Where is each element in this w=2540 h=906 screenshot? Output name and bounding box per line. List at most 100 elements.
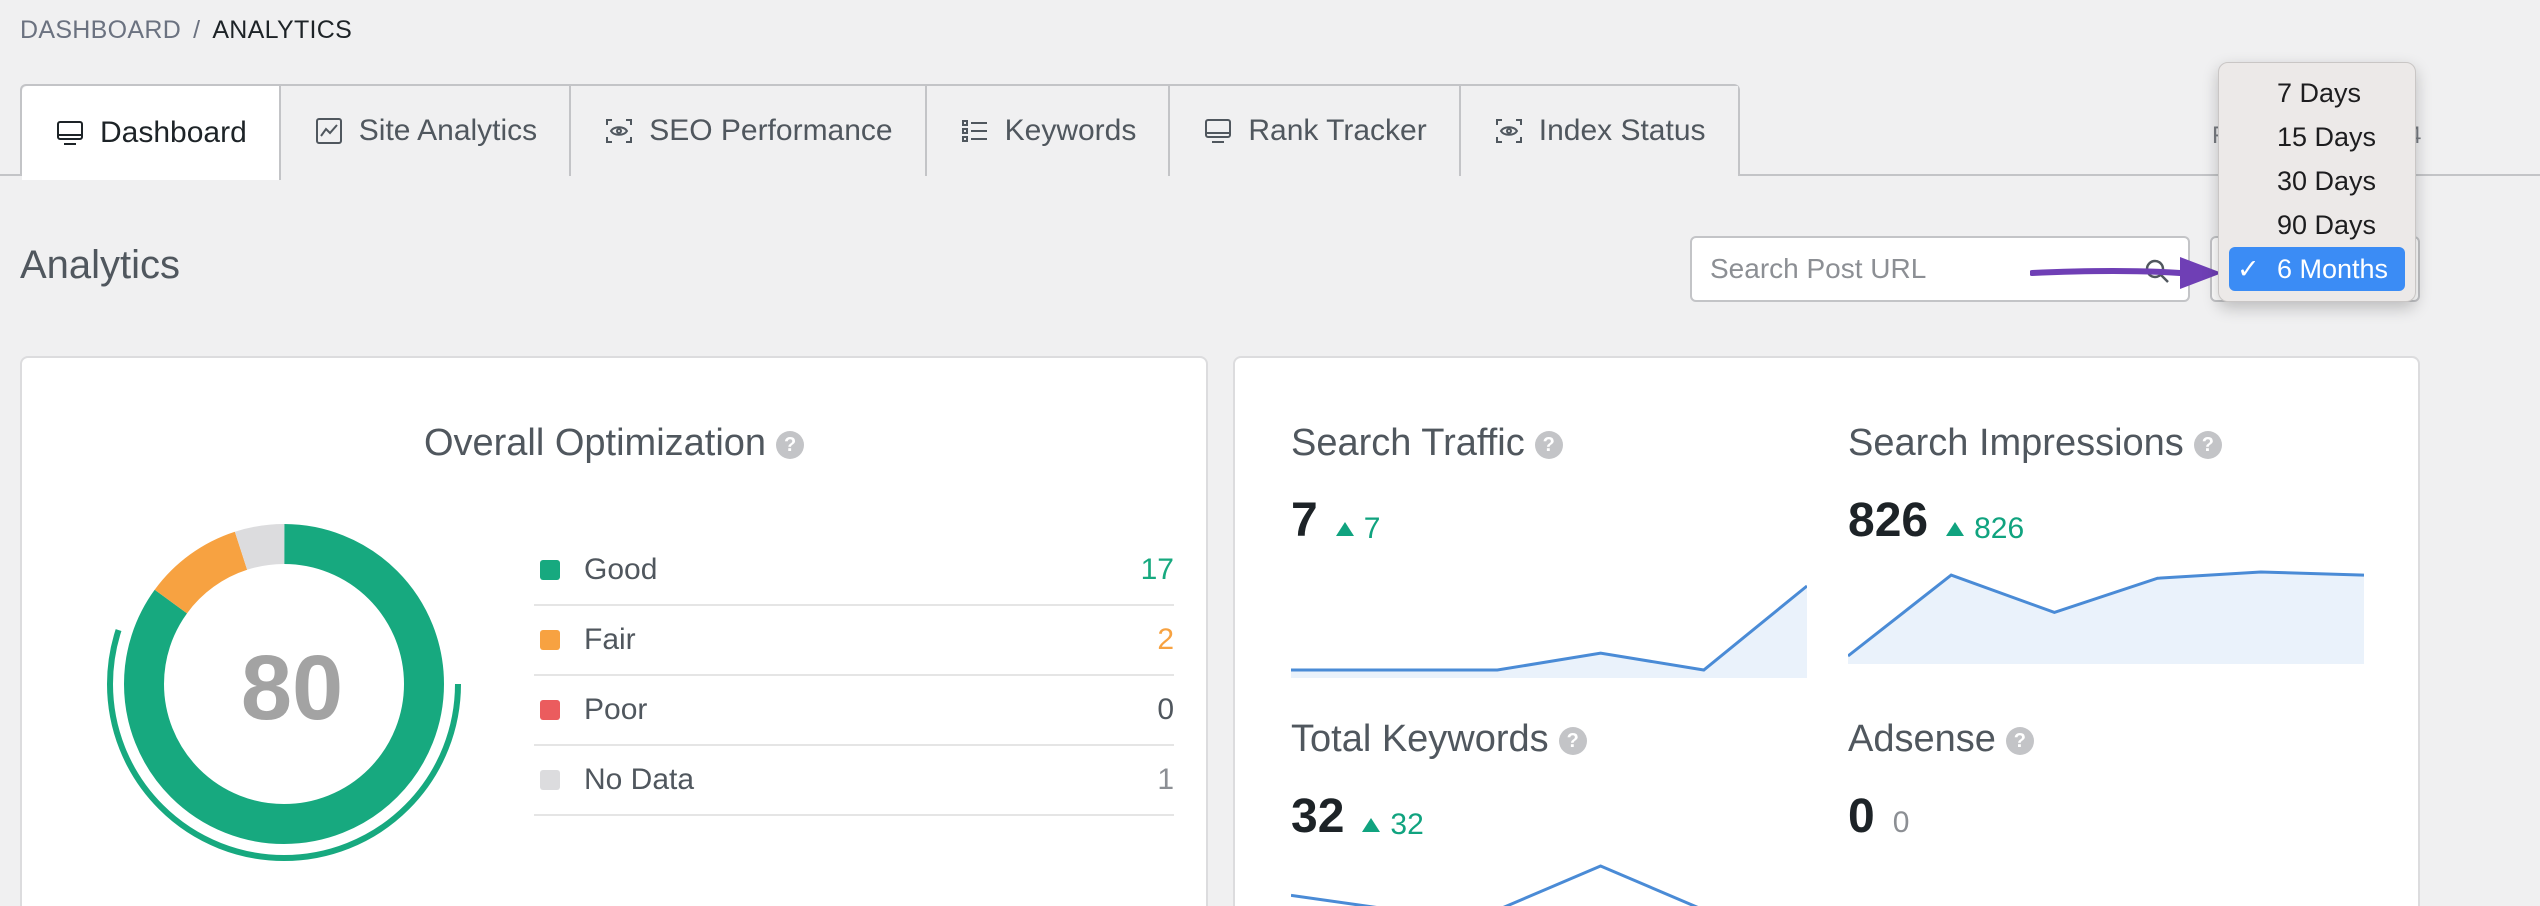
legend-count: 2 xyxy=(1157,623,1174,656)
metric-value: 0 xyxy=(1848,790,1875,843)
breadcrumb: DASHBOARD / ANALYTICS xyxy=(20,16,352,45)
metric-delta: 0 xyxy=(1892,806,1910,839)
tab-seo-performance[interactable]: SEO Performance xyxy=(571,86,927,176)
metric-title: Search Impressions? xyxy=(1848,422,2222,465)
sparkline-area xyxy=(1291,586,1807,678)
delta-value: 7 xyxy=(1363,512,1381,545)
pointer-arrow xyxy=(2030,257,2222,289)
legend-label: No Data xyxy=(584,763,695,796)
tab-rank-tracker[interactable]: Rank Tracker xyxy=(1170,86,1461,176)
tab-keywords[interactable]: Keywords xyxy=(926,86,1171,176)
legend-swatch xyxy=(540,560,560,580)
legend-row-good[interactable]: Good 17 xyxy=(534,536,1174,606)
overall-optimization-heading: Overall Optimization? xyxy=(22,422,1206,465)
metric-delta: 7 xyxy=(1335,512,1381,546)
monitor-icon xyxy=(1205,119,1232,143)
checkmark-icon: ✓ xyxy=(2237,254,2260,284)
eye-scan-icon xyxy=(606,119,633,143)
donut-segment-good xyxy=(124,524,444,844)
monitor-icon xyxy=(57,121,83,145)
help-icon[interactable]: ? xyxy=(2005,726,2034,755)
tab-label: Rank Tracker xyxy=(1248,114,1427,147)
option-label: 30 Days xyxy=(2277,166,2377,196)
metric-total-keywords: Total Keywords? 32 32 xyxy=(1291,718,1587,844)
optimization-donut-chart xyxy=(107,507,461,861)
optimization-legend: Good 17 Fair 2 Poor 0 No Data 1 xyxy=(534,536,1174,816)
legend-swatch xyxy=(540,770,560,790)
breadcrumb-dashboard-link[interactable]: DASHBOARD xyxy=(20,16,182,44)
metric-title-text: Search Impressions xyxy=(1848,422,2184,464)
legend-count: 1 xyxy=(1157,763,1174,796)
range-option-7-days[interactable]: 7 Days xyxy=(2229,71,2405,115)
help-icon[interactable]: ? xyxy=(1534,430,1563,459)
donut-segment-no-data xyxy=(124,524,444,844)
tab-label: Index Status xyxy=(1538,114,1706,147)
legend-label: Good xyxy=(584,553,658,586)
metric-value-row: 7 7 xyxy=(1291,493,1563,548)
tab-label: Site Analytics xyxy=(358,114,538,147)
metric-title-text: Total Keywords xyxy=(1291,718,1549,760)
legend-swatch xyxy=(540,630,560,650)
metric-value: 32 xyxy=(1291,790,1345,843)
legend-count: 0 xyxy=(1157,693,1174,726)
metric-title-text: Adsense xyxy=(1848,718,1996,760)
score-outer-ring xyxy=(107,507,461,861)
trend-up-icon xyxy=(1335,522,1354,536)
help-icon[interactable]: ? xyxy=(2193,430,2222,459)
search-impressions-sparkline xyxy=(1848,570,2364,664)
date-range-dropdown-menu: 7 Days 15 Days 30 Days 90 Days ✓ 6 Months xyxy=(2218,62,2416,302)
search-metrics-card: Search Traffic? 7 7 Search Impressions? … xyxy=(1233,356,2420,906)
search-traffic-sparkline xyxy=(1291,584,1807,678)
metric-value-row: 32 32 xyxy=(1291,789,1587,844)
option-label: 90 Days xyxy=(2277,210,2377,240)
delta-value: 826 xyxy=(1974,512,2025,545)
tab-label: Dashboard xyxy=(100,116,247,149)
legend-label: Poor xyxy=(584,693,648,726)
tab-label: Keywords xyxy=(1004,114,1137,147)
tab-bar: Dashboard Site Analytics SEO Performance… xyxy=(20,84,1740,180)
metric-delta: 826 xyxy=(1946,512,2024,546)
tab-dashboard[interactable]: Dashboard xyxy=(22,86,281,180)
overall-optimization-card: Overall Optimization? 80 Good 17 Fair 2 … xyxy=(20,356,1208,906)
metric-search-traffic: Search Traffic? 7 7 xyxy=(1291,422,1563,548)
breadcrumb-separator: / xyxy=(193,16,201,44)
metric-title: Search Traffic? xyxy=(1291,422,1563,465)
metric-title-text: Search Traffic xyxy=(1291,422,1525,464)
trend-up-icon xyxy=(1946,522,1965,536)
delta-value: 32 xyxy=(1390,808,1424,841)
range-option-6-months[interactable]: ✓ 6 Months xyxy=(2229,247,2405,291)
tab-index-status[interactable]: Index Status xyxy=(1460,86,1738,176)
option-label: 6 Months xyxy=(2277,254,2389,284)
help-icon[interactable]: ? xyxy=(776,430,805,459)
metric-title: Total Keywords? xyxy=(1291,718,1587,761)
range-option-90-days[interactable]: 90 Days xyxy=(2229,203,2405,247)
legend-row-poor[interactable]: Poor 0 xyxy=(534,676,1174,746)
tab-site-analytics[interactable]: Site Analytics xyxy=(280,86,572,176)
help-icon[interactable]: ? xyxy=(1558,726,1587,755)
list-icon xyxy=(961,120,987,142)
sparkline-line xyxy=(1848,570,2364,658)
tab-label: SEO Performance xyxy=(649,114,893,147)
metric-title: Adsense? xyxy=(1848,718,2034,761)
legend-swatch xyxy=(540,700,560,720)
trend-up-icon xyxy=(1362,818,1381,832)
sparkline-area xyxy=(1848,572,2364,664)
card-title: Overall Optimization xyxy=(423,422,767,464)
metric-delta: 32 xyxy=(1362,808,1424,842)
legend-label: Fair xyxy=(584,623,636,656)
metric-search-impressions: Search Impressions? 826 826 xyxy=(1848,422,2222,548)
active-tab-gap xyxy=(22,174,279,176)
sparkline-line xyxy=(1291,584,1807,672)
range-option-15-days[interactable]: 15 Days xyxy=(2229,115,2405,159)
metric-value: 826 xyxy=(1848,494,1929,547)
legend-row-no-data[interactable]: No Data 1 xyxy=(534,746,1174,816)
breadcrumb-current: ANALYTICS xyxy=(212,16,353,44)
metric-value: 7 xyxy=(1291,494,1318,547)
legend-row-fair[interactable]: Fair 2 xyxy=(534,606,1174,676)
option-label: 15 Days xyxy=(2277,122,2377,152)
optimization-score: 80 xyxy=(240,637,344,739)
range-option-30-days[interactable]: 30 Days xyxy=(2229,159,2405,203)
metric-adsense: Adsense? 0 0 xyxy=(1848,718,2034,844)
option-label: 7 Days xyxy=(2277,78,2362,108)
page-title: Analytics xyxy=(20,243,181,287)
